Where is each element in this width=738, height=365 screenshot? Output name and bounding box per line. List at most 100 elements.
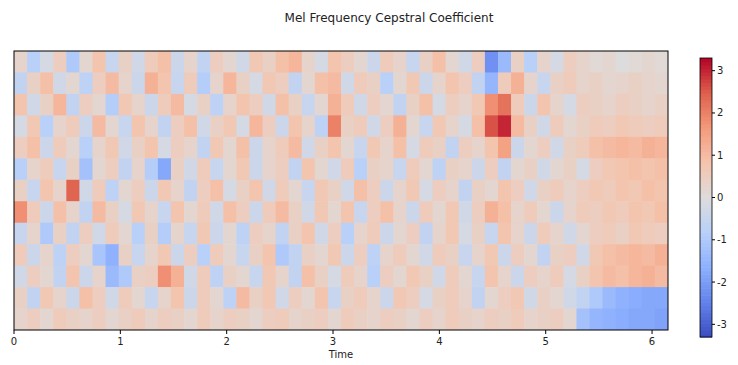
cell <box>550 266 564 288</box>
colorbar-segment <box>700 218 712 222</box>
colorbar-segment <box>700 204 712 208</box>
cell <box>446 137 460 159</box>
cell <box>406 244 420 266</box>
x-tick-label: 6 <box>649 336 655 347</box>
colorbar-segment <box>700 194 712 198</box>
cell <box>302 158 316 180</box>
cell <box>289 223 303 245</box>
colorbar-tick-label: 1 <box>717 150 723 161</box>
cell <box>655 266 668 288</box>
cell <box>537 309 551 330</box>
cell <box>79 180 93 202</box>
cell <box>341 223 355 245</box>
cell <box>393 137 407 159</box>
cell <box>14 223 28 245</box>
cell <box>459 309 473 330</box>
cell <box>380 309 394 330</box>
cell <box>655 287 668 309</box>
cell <box>263 244 277 266</box>
cell <box>498 244 512 266</box>
cell <box>119 287 133 309</box>
cell <box>537 72 551 94</box>
cell <box>132 309 146 330</box>
cell <box>472 180 486 202</box>
colorbar-segment <box>700 65 712 69</box>
colorbar-segment <box>700 114 712 118</box>
cell <box>550 180 564 202</box>
colorbar-segment <box>700 79 712 83</box>
cell <box>459 180 473 202</box>
colorbar-segment <box>700 135 712 139</box>
cell <box>629 137 643 159</box>
cell <box>341 94 355 116</box>
cell <box>367 201 381 223</box>
colorbar-segment <box>700 250 712 254</box>
colorbar-tick-label: 2 <box>717 107 723 118</box>
cell <box>249 287 263 309</box>
cell <box>263 223 277 245</box>
cell <box>171 266 185 288</box>
colorbar-segment <box>700 198 712 202</box>
cell <box>472 244 486 266</box>
cell <box>236 158 250 180</box>
cell <box>354 180 368 202</box>
cell <box>472 287 486 309</box>
cell <box>485 158 499 180</box>
colorbar-segment <box>700 121 712 125</box>
cell <box>550 223 564 245</box>
cell <box>40 309 54 330</box>
cell <box>576 94 590 116</box>
cell <box>485 201 499 223</box>
cell <box>380 51 394 73</box>
cell <box>354 51 368 73</box>
colorbar-segment <box>700 75 712 79</box>
colorbar-segment <box>700 149 712 153</box>
cell <box>171 94 185 116</box>
cell <box>459 137 473 159</box>
cell <box>406 223 420 245</box>
cell <box>603 51 617 73</box>
cell <box>66 266 80 288</box>
cell <box>79 201 93 223</box>
cell <box>328 137 342 159</box>
cell <box>511 72 525 94</box>
cell <box>446 180 460 202</box>
cell <box>393 158 407 180</box>
cell <box>119 94 133 116</box>
cell <box>616 309 630 330</box>
cell <box>263 309 277 330</box>
cell <box>655 115 668 137</box>
cell <box>511 287 525 309</box>
cell <box>158 137 172 159</box>
cell <box>106 94 120 116</box>
cell <box>302 137 316 159</box>
cell <box>642 223 656 245</box>
cell <box>393 266 407 288</box>
cell <box>132 137 146 159</box>
cell <box>315 223 329 245</box>
colorbar-segment <box>700 131 712 135</box>
cell <box>236 309 250 330</box>
colorbar-segment <box>700 232 712 236</box>
cell <box>27 94 41 116</box>
cell <box>419 94 433 116</box>
cell <box>629 51 643 73</box>
cell <box>263 115 277 137</box>
cell <box>145 201 159 223</box>
cell <box>236 287 250 309</box>
cell <box>616 158 630 180</box>
cell <box>393 201 407 223</box>
cell <box>79 309 93 330</box>
cell <box>302 309 316 330</box>
cell <box>563 287 577 309</box>
colorbar-tick-label: 0 <box>717 192 723 203</box>
cell <box>184 266 198 288</box>
cell <box>249 72 263 94</box>
colorbar-segment <box>700 138 712 142</box>
cell <box>315 309 329 330</box>
cell <box>106 201 120 223</box>
cell <box>406 94 420 116</box>
cell <box>433 137 447 159</box>
cell <box>511 266 525 288</box>
cell <box>276 115 290 137</box>
